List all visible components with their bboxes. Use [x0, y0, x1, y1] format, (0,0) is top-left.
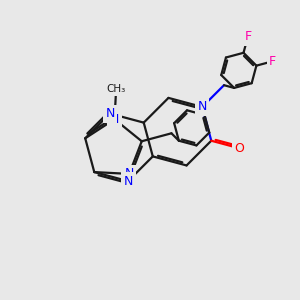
Text: N: N [124, 167, 134, 180]
Text: F: F [244, 30, 251, 43]
Text: N: N [123, 175, 133, 188]
Text: O: O [234, 142, 244, 154]
Text: N: N [110, 113, 119, 126]
Text: F: F [269, 55, 276, 68]
Text: N: N [105, 107, 115, 120]
Text: CH₃: CH₃ [106, 83, 126, 94]
Text: N: N [197, 100, 207, 113]
